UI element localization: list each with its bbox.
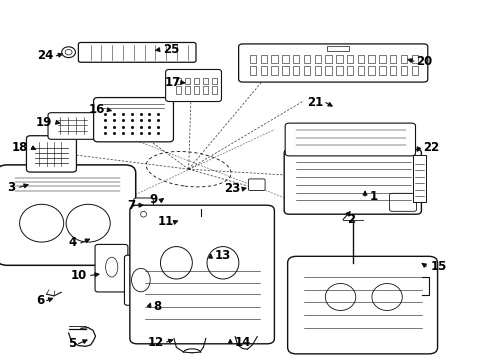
Bar — [379, 55, 386, 63]
Text: 4: 4 — [69, 237, 77, 249]
FancyBboxPatch shape — [26, 136, 76, 172]
FancyBboxPatch shape — [130, 205, 274, 344]
Text: 12: 12 — [148, 336, 164, 348]
Text: 25: 25 — [163, 43, 179, 56]
Bar — [304, 55, 310, 63]
Bar — [401, 66, 407, 75]
FancyBboxPatch shape — [390, 193, 416, 211]
Text: 16: 16 — [89, 103, 105, 116]
Bar — [271, 55, 278, 63]
FancyBboxPatch shape — [248, 179, 265, 190]
FancyBboxPatch shape — [284, 149, 421, 214]
Bar — [212, 86, 217, 94]
FancyBboxPatch shape — [166, 69, 221, 102]
Bar — [194, 86, 199, 94]
Text: 15: 15 — [430, 260, 446, 273]
Bar — [250, 55, 256, 63]
Bar — [176, 78, 181, 84]
Text: 7: 7 — [127, 199, 136, 212]
Bar — [412, 55, 418, 63]
Text: 2: 2 — [347, 213, 355, 226]
Bar — [390, 66, 396, 75]
Text: 6: 6 — [36, 294, 44, 307]
FancyBboxPatch shape — [288, 256, 438, 354]
FancyBboxPatch shape — [48, 113, 96, 139]
Text: 17: 17 — [165, 76, 181, 89]
FancyBboxPatch shape — [0, 165, 136, 265]
Bar — [261, 55, 267, 63]
Text: 22: 22 — [423, 141, 439, 154]
Bar — [347, 55, 353, 63]
Bar — [212, 78, 217, 84]
Bar — [336, 66, 343, 75]
FancyBboxPatch shape — [95, 244, 128, 292]
Bar — [203, 86, 208, 94]
Bar — [347, 66, 353, 75]
Text: 20: 20 — [416, 55, 433, 68]
Text: 14: 14 — [234, 336, 250, 348]
Text: 21: 21 — [307, 96, 323, 109]
Bar — [282, 66, 289, 75]
FancyBboxPatch shape — [124, 255, 157, 305]
Bar — [203, 78, 208, 84]
Text: 9: 9 — [149, 193, 158, 206]
Bar — [271, 66, 278, 75]
FancyBboxPatch shape — [285, 123, 416, 156]
Bar — [250, 66, 256, 75]
Text: 10: 10 — [71, 269, 87, 282]
Text: 23: 23 — [224, 183, 240, 195]
Text: 8: 8 — [153, 300, 162, 312]
Bar — [176, 86, 181, 94]
Text: 18: 18 — [12, 141, 28, 154]
Bar — [336, 55, 343, 63]
FancyBboxPatch shape — [239, 44, 428, 82]
Bar — [368, 55, 375, 63]
Bar — [304, 66, 310, 75]
Bar — [293, 55, 299, 63]
Text: 5: 5 — [68, 337, 76, 350]
Bar — [293, 66, 299, 75]
Bar — [401, 55, 407, 63]
Bar — [368, 66, 375, 75]
Text: 11: 11 — [158, 215, 174, 228]
Text: 13: 13 — [215, 249, 231, 262]
Bar — [358, 55, 364, 63]
Text: 3: 3 — [7, 181, 16, 194]
Bar — [185, 86, 190, 94]
Bar — [327, 46, 349, 51]
FancyBboxPatch shape — [78, 42, 196, 62]
Bar — [325, 55, 332, 63]
Bar — [315, 55, 321, 63]
Bar — [412, 66, 418, 75]
Bar — [358, 66, 364, 75]
Bar — [325, 66, 332, 75]
FancyBboxPatch shape — [94, 98, 173, 142]
Bar — [282, 55, 289, 63]
Bar — [185, 78, 190, 84]
Bar — [194, 78, 199, 84]
FancyBboxPatch shape — [134, 198, 153, 223]
Text: 24: 24 — [38, 49, 54, 62]
Bar — [315, 66, 321, 75]
Bar — [379, 66, 386, 75]
Bar — [390, 55, 396, 63]
Text: 1: 1 — [370, 190, 378, 203]
Text: 19: 19 — [36, 116, 52, 129]
Bar — [261, 66, 267, 75]
Bar — [413, 155, 426, 202]
